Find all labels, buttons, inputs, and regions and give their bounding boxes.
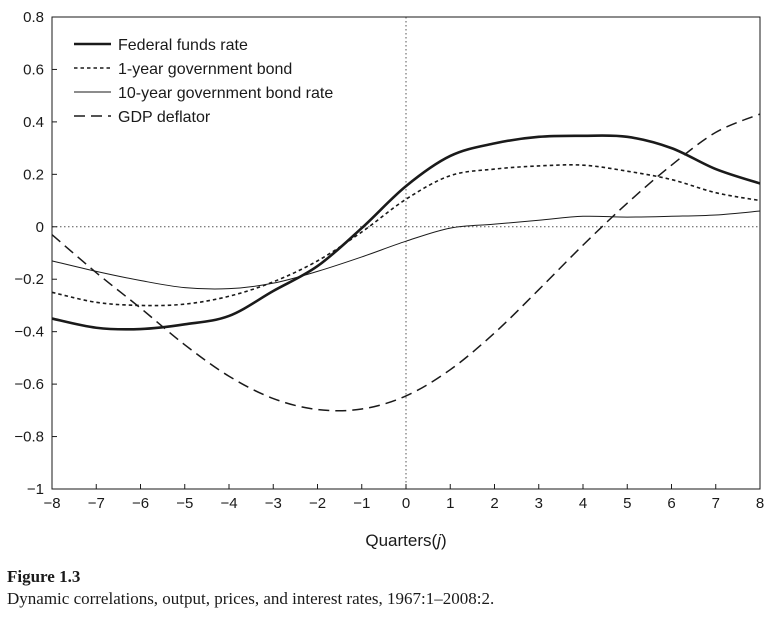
x-tick-label: 5 xyxy=(623,495,631,512)
x-tick-label: 1 xyxy=(446,495,454,512)
figure-label: Figure 1.3 xyxy=(7,567,81,586)
series-line-10-year-government-bond-rate xyxy=(51,210,761,290)
x-axis-label: Quarters(j) xyxy=(365,531,446,550)
x-tick-label: 2 xyxy=(490,495,498,512)
x-tick-label: −5 xyxy=(176,495,193,512)
x-tick-label: −8 xyxy=(43,495,60,512)
figure-caption-block: Figure 1.3 Dynamic correlations, output,… xyxy=(7,566,767,610)
y-tick-label: 0.8 xyxy=(23,9,44,26)
axis-ticks: −8 −7 −6 −5 −4 −3 −2 −1 0 1 2 3 4 5 6 7 8 −1 −0.8 −0.6 −0.4 −… xyxy=(14,9,764,512)
y-tick-label: −0.6 xyxy=(14,376,44,393)
y-tick-label: 0 xyxy=(36,219,44,236)
legend-label-federal-funds-rate: Federal funds rate xyxy=(118,37,248,54)
x-tick-label: −2 xyxy=(309,495,326,512)
x-tick-label: −1 xyxy=(353,495,370,512)
y-tick-label: −0.2 xyxy=(14,271,44,288)
y-tick-label: −0.4 xyxy=(14,324,44,341)
series-line-gdp-deflator xyxy=(51,113,761,412)
figure-caption: Dynamic correlations, output, prices, an… xyxy=(7,589,495,608)
y-tick-label: −1 xyxy=(27,481,44,498)
x-tick-label: −4 xyxy=(220,495,237,512)
x-tick-label: 6 xyxy=(667,495,675,512)
y-tick-label: 0.6 xyxy=(23,61,44,78)
reference-lines xyxy=(52,17,760,489)
y-tick-label: 0.4 xyxy=(23,114,44,131)
legend-label-gdp-deflator: GDP deflator xyxy=(118,109,211,126)
x-tick-label: −3 xyxy=(265,495,282,512)
legend-label-1-year-government-bond: 1-year government bond xyxy=(118,61,292,78)
legend: Federal funds rate 1-year government bond… xyxy=(74,37,333,126)
x-tick-label: 4 xyxy=(579,495,587,512)
x-tick-label: 7 xyxy=(712,495,720,512)
x-tick-label: −7 xyxy=(88,495,105,512)
y-tick-label: 0.2 xyxy=(23,166,44,183)
x-tick-label: 3 xyxy=(535,495,543,512)
series-lines xyxy=(51,113,761,412)
x-tick-label: 0 xyxy=(402,495,410,512)
x-tick-label: −6 xyxy=(132,495,149,512)
x-tick-label: 8 xyxy=(756,495,764,512)
series-line-federal-funds-rate xyxy=(51,134,761,331)
legend-label-10-year-government-bond-rate: 10-year government bond rate xyxy=(118,85,333,102)
y-tick-label: −0.8 xyxy=(14,429,44,446)
